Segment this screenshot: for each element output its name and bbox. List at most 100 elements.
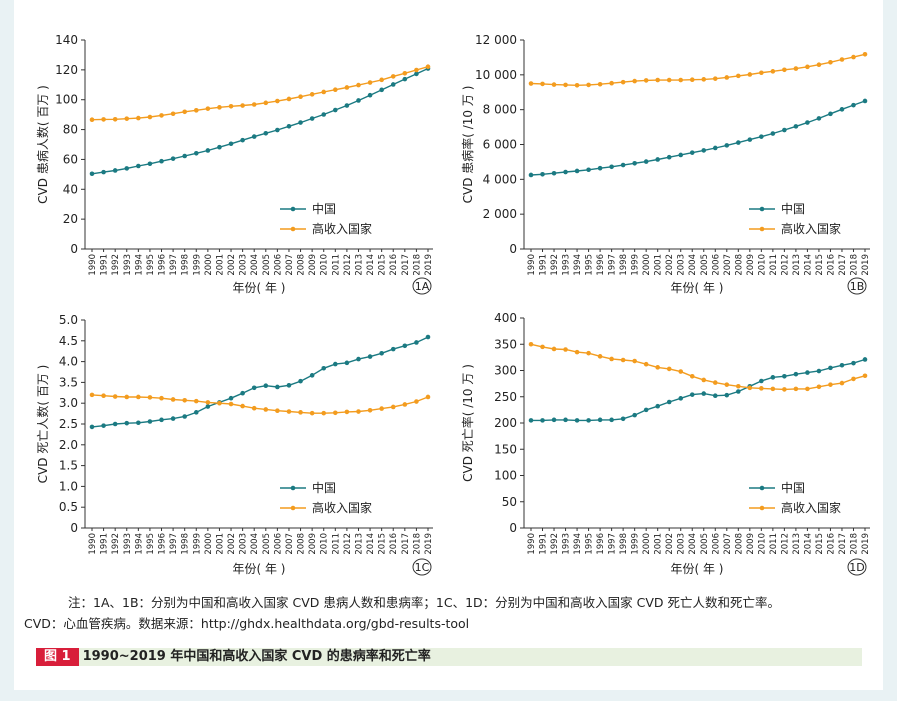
data-point-high_income [655, 365, 660, 370]
y-tick-label: 60 [63, 152, 78, 166]
x-tick-label: 2013 [792, 254, 802, 276]
data-point-high_income [701, 77, 707, 82]
data-point-high_income [632, 358, 637, 364]
x-tick-label: 2013 [354, 254, 364, 276]
data-point-high_income [240, 103, 245, 108]
y-tick-label: 350 [494, 337, 517, 351]
data-point-high_income [170, 397, 176, 402]
x-tick-label: 2018 [849, 254, 859, 276]
data-point-china [228, 395, 234, 401]
x-tick-label: 2005 [262, 254, 272, 276]
data-point-high_income [851, 376, 856, 382]
x-tick-label: 1996 [158, 254, 168, 276]
legend-marker-high_income [290, 226, 296, 232]
x-tick-label: 2019 [861, 533, 871, 555]
data-point-high_income [309, 92, 315, 97]
y-tick-label: 50 [502, 495, 517, 509]
y-axis-label: CVD 死亡人数( 百万 ) [35, 365, 50, 484]
y-tick-label: 140 [55, 33, 78, 47]
x-tick-label: 1991 [539, 533, 549, 555]
data-point-china [309, 373, 315, 378]
x-tick-label: 2018 [849, 533, 859, 555]
x-tick-label: 2011 [331, 254, 341, 276]
legend-marker-china [759, 485, 765, 491]
data-point-china [540, 171, 545, 177]
data-point-high_income [805, 64, 810, 70]
data-point-china [666, 154, 672, 160]
x-tick-label: 1994 [134, 254, 144, 276]
data-point-high_income [124, 116, 130, 121]
panel-id-label: 1C [415, 561, 430, 574]
data-point-high_income [551, 82, 557, 87]
data-point-china [333, 107, 338, 113]
data-point-china [379, 350, 384, 356]
x-axis-label: 年份( 年 ) [233, 281, 286, 295]
x-tick-label: 1997 [608, 254, 618, 276]
data-point-china [217, 144, 222, 150]
y-axis-label: CVD 患病率( /10 万 ) [460, 86, 475, 204]
data-point-high_income [170, 111, 176, 117]
x-tick-label: 1997 [169, 254, 179, 276]
data-point-high_income [402, 402, 408, 407]
x-tick-label: 1994 [134, 533, 144, 555]
y-tick-label: 40 [63, 182, 78, 196]
legend-marker-china [290, 485, 296, 491]
x-tick-label: 1990 [88, 533, 98, 555]
x-tick-label: 1990 [527, 254, 537, 276]
x-tick-label: 1996 [596, 254, 606, 276]
data-point-china [170, 156, 176, 161]
data-point-high_income [851, 54, 856, 60]
x-tick-label: 2013 [354, 533, 364, 555]
legend-label: 高收入国家 [312, 221, 372, 236]
x-tick-label: 2002 [665, 254, 675, 276]
data-point-high_income [770, 69, 776, 74]
data-point-china [402, 343, 408, 349]
series-line-high_income [530, 53, 866, 87]
data-point-high_income [217, 105, 222, 110]
panel-id-label: 1A [415, 280, 430, 293]
x-tick-label: 2005 [262, 533, 272, 555]
data-point-china [632, 412, 637, 418]
data-point-high_income [839, 57, 845, 62]
y-tick-label: 5.0 [59, 313, 78, 327]
x-tick-label: 1995 [585, 254, 595, 276]
x-tick-label: 2008 [734, 533, 744, 555]
data-point-high_income [563, 82, 568, 88]
data-point-china [643, 407, 649, 413]
x-tick-label: 2006 [273, 254, 283, 276]
data-point-high_income [101, 393, 106, 399]
data-point-high_income [689, 77, 695, 83]
data-point-china [816, 116, 822, 121]
data-point-high_income [574, 82, 580, 88]
data-point-china [356, 98, 361, 103]
legend-marker-china [290, 206, 296, 212]
x-tick-label: 1992 [550, 254, 560, 276]
x-tick-label: 2017 [838, 533, 848, 555]
x-tick-label: 2003 [239, 533, 249, 555]
data-point-china [793, 124, 799, 129]
y-tick-label: 12 000 [475, 33, 517, 47]
x-tick-label: 1993 [123, 254, 133, 276]
x-tick-label: 1994 [573, 254, 583, 276]
x-tick-label: 1996 [158, 533, 168, 555]
data-point-high_income [597, 354, 603, 359]
data-point-high_income [112, 394, 118, 399]
data-point-china [379, 87, 384, 93]
data-point-high_income [609, 356, 614, 362]
data-point-china [390, 346, 396, 352]
y-tick-label: 4.5 [59, 334, 78, 348]
data-point-china [321, 112, 327, 117]
data-point-high_income [367, 80, 373, 85]
data-point-high_income [367, 407, 373, 413]
legend-label: 高收入国家 [781, 500, 841, 515]
data-point-china [620, 162, 626, 168]
legend-marker-high_income [759, 505, 765, 511]
panel-id-label: 1B [850, 280, 865, 293]
panel-id-label: 1D [849, 561, 864, 574]
data-point-china [551, 417, 557, 423]
x-tick-label: 1995 [146, 533, 156, 555]
data-point-china [759, 134, 764, 139]
x-tick-label: 1999 [631, 533, 641, 555]
data-point-high_income [632, 78, 637, 84]
data-point-china [724, 392, 730, 398]
